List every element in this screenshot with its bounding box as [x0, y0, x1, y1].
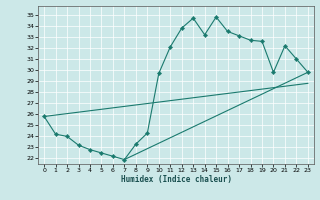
X-axis label: Humidex (Indice chaleur): Humidex (Indice chaleur) — [121, 175, 231, 184]
